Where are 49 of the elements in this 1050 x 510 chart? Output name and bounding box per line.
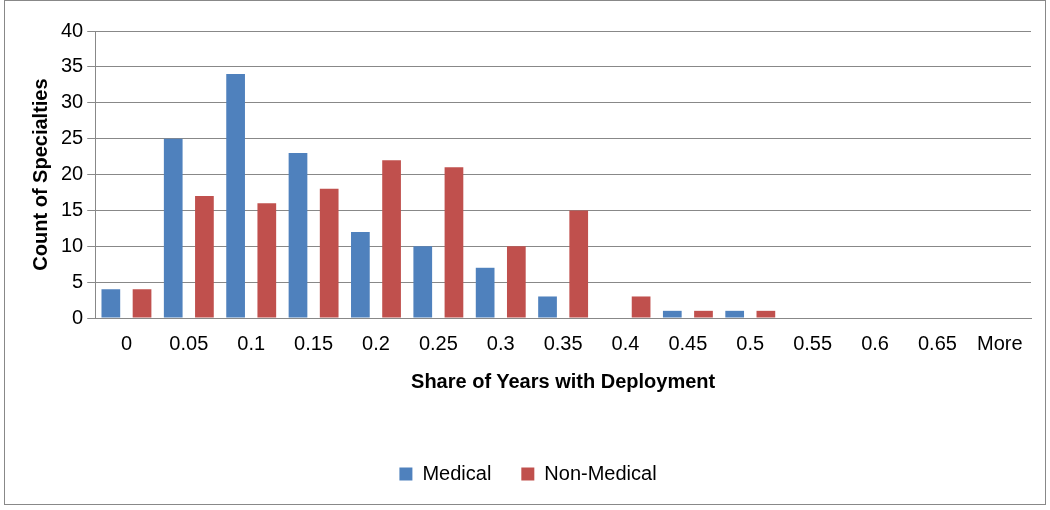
bar (382, 160, 401, 318)
bar (506, 246, 526, 318)
x-tick-label: 0.25 (418, 331, 458, 354)
legend-label: Non-Medical (544, 461, 657, 484)
x-tick-label: 0.1 (237, 331, 266, 354)
x-tick-label: 0.45 (668, 331, 708, 354)
x-tick-label: 0.2 (362, 331, 390, 354)
bar (538, 296, 557, 318)
x-tick-label: 0.65 (917, 331, 957, 354)
bar (195, 196, 214, 318)
legend-label: Medical (422, 461, 492, 484)
y-tick-label: 0 (72, 305, 84, 328)
x-tick-label: 0.35 (543, 331, 583, 354)
bar (694, 310, 713, 318)
x-tick-label: 0.55 (793, 331, 833, 354)
x-tick-label: 0.3 (486, 331, 515, 354)
bar (413, 246, 433, 318)
bar (163, 138, 183, 318)
bar (288, 152, 308, 318)
bar (444, 167, 464, 318)
x-tick-label: 0 (120, 331, 132, 354)
bar (725, 310, 745, 318)
x-tick-label: 0.5 (736, 331, 765, 354)
x-axis-title: Share of Years with Deployment (411, 369, 716, 392)
y-tick-label: 30 (61, 90, 84, 113)
x-tick-label: 0.15 (294, 331, 334, 354)
bar (351, 231, 370, 318)
bar (631, 296, 651, 318)
bar (319, 188, 339, 318)
x-tick-label: 0.4 (611, 331, 640, 354)
x-tick-label: More (977, 331, 1023, 354)
y-tick-label: 35 (61, 54, 84, 77)
bar (257, 203, 277, 318)
bar (132, 289, 152, 318)
y-tick-label: 40 (61, 18, 84, 41)
bar (756, 310, 776, 318)
x-tick-label: 0.6 (861, 331, 889, 354)
bar (475, 267, 495, 318)
y-axis-title: Count of Specialties (28, 78, 51, 271)
y-tick-label: 5 (72, 269, 84, 292)
y-tick-label: 15 (61, 197, 84, 220)
bar (226, 74, 245, 318)
y-tick-label: 20 (61, 162, 84, 185)
bar (101, 289, 121, 318)
y-tick-label: 10 (61, 233, 84, 256)
bar (569, 210, 589, 318)
y-tick-label: 25 (61, 126, 84, 149)
x-tick-label: 0.05 (169, 331, 209, 354)
bar (662, 310, 682, 318)
